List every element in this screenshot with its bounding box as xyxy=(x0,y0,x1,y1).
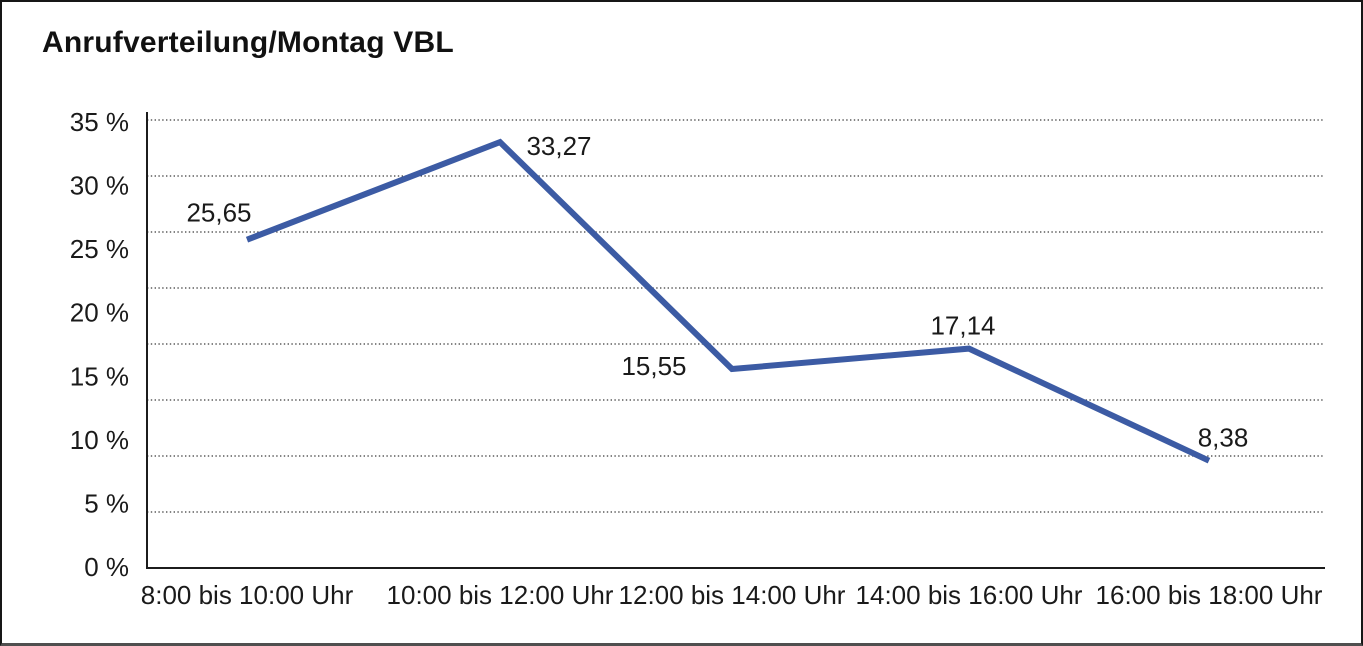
y-tick-label: 10 % xyxy=(70,425,129,455)
y-tick-label: 25 % xyxy=(70,234,129,264)
x-tick-label: 8:00 bis 10:00 Uhr xyxy=(141,580,354,610)
data-line xyxy=(245,138,1211,464)
value-label: 8,38 xyxy=(1198,423,1249,453)
value-label: 17,14 xyxy=(930,311,995,341)
x-tick-label: 16:00 bis 18:00 Uhr xyxy=(1096,580,1323,610)
value-labels: 25,65 33,27 15,55 17,14 8,38 xyxy=(186,131,1248,453)
y-tick-label: 0 % xyxy=(84,552,129,582)
y-axis-labels: 35 % 30 % 25 % 20 % 15 % 10 % 5 % 0 % xyxy=(70,107,129,582)
y-tick-label: 20 % xyxy=(70,298,129,328)
y-tick-label: 5 % xyxy=(84,488,129,518)
y-tick-label: 35 % xyxy=(70,107,129,137)
value-label: 33,27 xyxy=(526,131,591,161)
x-tick-label: 10:00 bis 12:00 Uhr xyxy=(387,580,614,610)
chart-title: Anrufverteilung/Montag VBL xyxy=(42,26,454,59)
value-label: 25,65 xyxy=(186,198,251,228)
x-tick-label: 12:00 bis 14:00 Uhr xyxy=(619,580,846,610)
x-axis-labels: 8:00 bis 10:00 Uhr 10:00 bis 12:00 Uhr 12:… xyxy=(141,580,1323,610)
x-tick-label: 14:00 bis 16:00 Uhr xyxy=(856,580,1083,610)
value-label: 15,55 xyxy=(621,351,686,381)
y-tick-label: 30 % xyxy=(70,171,129,201)
y-tick-label: 15 % xyxy=(70,361,129,391)
gridlines xyxy=(147,119,1325,513)
axes xyxy=(146,112,1325,569)
